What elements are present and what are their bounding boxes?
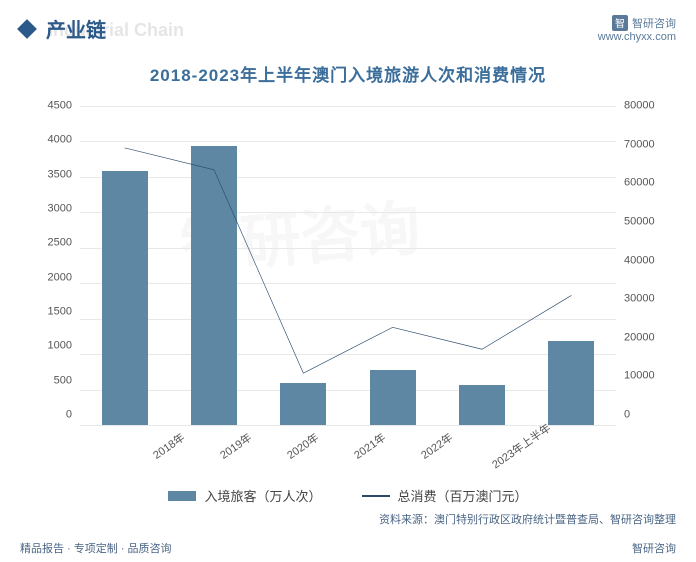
legend-item-line: 总消费（百万澳门元） (362, 486, 528, 505)
line-series (80, 106, 616, 425)
footer-right: 智研咨询 (632, 540, 676, 556)
legend-bar-swatch (168, 491, 196, 501)
diamond-icon (17, 19, 37, 39)
x-axis-labels: 2018年2019年2020年2021年2022年2023年上半年 (130, 425, 566, 441)
y-left-tick: 2500 (30, 238, 72, 249)
footer: 精品报告 · 专项定制 · 品质咨询 智研咨询 (20, 540, 676, 556)
x-tick-label: 2022年 (418, 429, 456, 462)
y-axis-left: 450040003500300025002000150010005000 (30, 106, 78, 426)
y-left-tick: 0 (30, 409, 72, 420)
y-left-tick: 4000 (30, 135, 72, 146)
x-tick-label: 2019年 (217, 429, 255, 462)
y-left-tick: 2000 (30, 272, 72, 283)
y-right-tick: 20000 (624, 332, 666, 343)
logo-url: www.chyxx.com (598, 31, 676, 43)
y-right-tick: 60000 (624, 178, 666, 189)
y-right-tick: 40000 (624, 255, 666, 266)
plot: 450040003500300025002000150010005000 800… (30, 106, 666, 426)
y-left-tick: 4500 (30, 101, 72, 112)
y-right-tick: 80000 (624, 101, 666, 112)
logo-icon: 智 (612, 15, 628, 31)
y-left-tick: 1500 (30, 306, 72, 317)
logo-text: 智研咨询 (632, 15, 676, 31)
y-right-tick: 30000 (624, 294, 666, 305)
x-tick-label: 2021年 (351, 429, 389, 462)
y-right-tick: 50000 (624, 216, 666, 227)
legend-item-bars: 入境旅客（万人次） (168, 486, 321, 505)
legend-bar-label: 入境旅客（万人次） (204, 486, 321, 505)
chart-area: 2018-2023年上半年澳门入境旅游人次和消费情况 4500 4000 3500 3… (20, 61, 676, 501)
y-right-tick: 0 (624, 410, 666, 421)
x-tick-label: 2023年上半年 (488, 420, 553, 472)
plot-inner: 2018年2019年2020年2021年2022年2023年上半年 (80, 106, 616, 426)
x-tick-label: 2020年 (284, 429, 322, 462)
footer-left: 精品报告 · 专项定制 · 品质咨询 (20, 540, 172, 556)
source-text: 资料来源：澳门特别行政区政府统计暨普查局、智研咨询整理 (0, 511, 676, 527)
y-left-tick: 3500 (30, 169, 72, 180)
y-left-tick: 1000 (30, 341, 72, 352)
y-left-tick: 500 (30, 375, 72, 386)
legend-line-swatch (362, 495, 390, 497)
y-axis-right: 8000070000600005000040000300002000010000… (618, 106, 666, 426)
logo-area: 智 智研咨询 www.chyxx.com (598, 15, 676, 43)
x-tick-label: 2018年 (149, 429, 187, 462)
y-right-tick: 70000 (624, 139, 666, 150)
header: 产业链 Industrial Chain 智 智研咨询 www.chyxx.co… (0, 0, 696, 51)
legend: 入境旅客（万人次） 总消费（百万澳门元） (20, 486, 676, 505)
section-title: 产业链 (46, 14, 106, 43)
y-right-tick: 10000 (624, 371, 666, 382)
y-left-tick: 3000 (30, 203, 72, 214)
legend-line-label: 总消费（百万澳门元） (398, 486, 528, 505)
chart-title: 2018-2023年上半年澳门入境旅游人次和消费情况 (20, 61, 676, 86)
line-path (125, 148, 572, 373)
header-left: 产业链 Industrial Chain (20, 14, 106, 43)
